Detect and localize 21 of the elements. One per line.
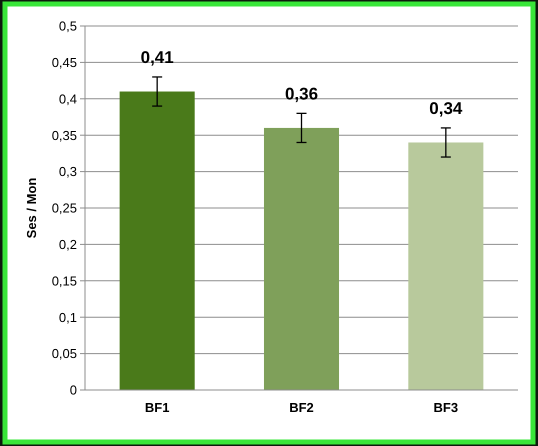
y-tick-label: 0,2 [58, 236, 77, 252]
y-tick-label: 0,35 [52, 128, 77, 143]
y-tick-label: 0,45 [52, 54, 77, 70]
y-tick-label: 0 [70, 382, 77, 398]
data-label: 0,34 [429, 98, 463, 118]
y-tick-label: 0,15 [52, 273, 77, 288]
data-label: 0,36 [284, 84, 318, 104]
y-axis-title: Ses / Mon [24, 178, 39, 238]
bar [120, 92, 195, 390]
bar [408, 142, 484, 390]
data-label: 0,41 [140, 48, 174, 67]
y-tick-label: 0,3 [58, 164, 77, 180]
y-tick-label: 0,1 [58, 310, 77, 325]
x-tick-label: BF2 [289, 400, 314, 415]
x-tick-label: BF3 [434, 400, 458, 415]
y-tick-label: 0,4 [58, 91, 77, 106]
bar [264, 128, 340, 390]
x-tick-label: BF1 [144, 400, 170, 415]
y-tick-label: 0,5 [58, 18, 77, 34]
y-tick-label: 0,05 [52, 346, 77, 362]
y-tick-label: 0,25 [52, 200, 77, 216]
